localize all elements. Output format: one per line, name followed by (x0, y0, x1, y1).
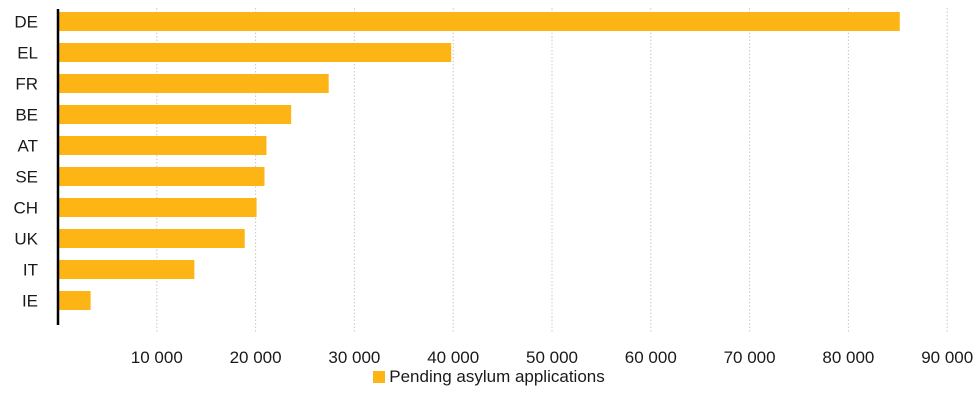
bar-be (58, 105, 292, 124)
x-tick-label: 80 000 (822, 348, 874, 367)
x-tick-label: 30 000 (328, 348, 380, 367)
bar-el (58, 43, 452, 62)
bar-it (58, 260, 195, 279)
category-label: UK (14, 230, 38, 249)
category-label: SE (15, 168, 38, 187)
bar-at (58, 136, 267, 155)
category-label: EL (17, 44, 38, 63)
category-label: BE (15, 106, 38, 125)
bar-ie (58, 291, 91, 310)
x-tick-label: 50 000 (526, 348, 578, 367)
bar-ch (58, 198, 257, 217)
category-label: CH (13, 199, 38, 218)
category-label: DE (14, 13, 38, 32)
x-tick-label: 10 000 (131, 348, 183, 367)
bar-uk (58, 229, 245, 248)
category-label: IT (23, 261, 38, 280)
x-tick-labels: 10 000 20 000 30 000 40 000 50 000 60 000 70 0… (131, 348, 973, 367)
x-tick-label: 90 000 (921, 348, 973, 367)
legend-swatch (373, 371, 386, 383)
x-tick-label: 40 000 (427, 348, 479, 367)
bar-se (58, 167, 265, 186)
bars (58, 12, 900, 310)
legend-label: Pending asylum applications (389, 367, 605, 386)
x-tick-label: 60 000 (625, 348, 677, 367)
category-label: IE (22, 292, 38, 311)
category-labels: DE EL FR BE AT SE CH UK IT IE (13, 13, 38, 311)
x-tick-label: 20 000 (230, 348, 282, 367)
legend: Pending asylum applications (0, 367, 978, 387)
x-tick-label: 70 000 (724, 348, 776, 367)
category-label: FR (15, 75, 38, 94)
bar-fr (58, 74, 329, 93)
bar-de (58, 12, 900, 31)
category-label: AT (18, 137, 38, 156)
